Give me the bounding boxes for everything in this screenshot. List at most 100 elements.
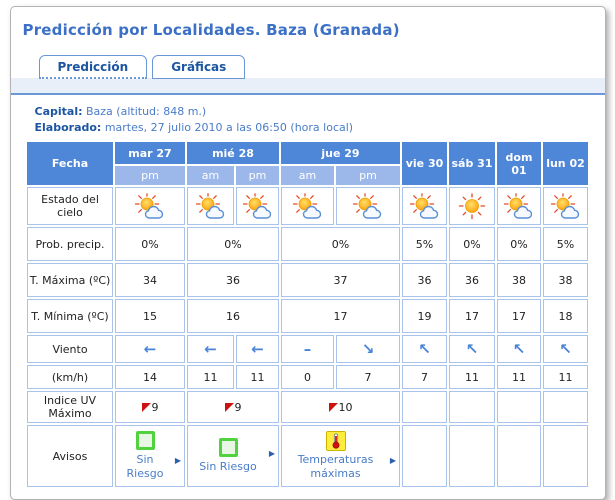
- chevron-right-icon[interactable]: ▶: [389, 455, 396, 465]
- sun-cloud-icon: [133, 192, 167, 219]
- day-header-mie28: mié 28: [187, 142, 279, 164]
- sun-cloud-icon: [549, 192, 583, 219]
- sun-icon: [455, 192, 489, 219]
- page-title: Predicción por Localidades. Baza (Granad…: [22, 21, 400, 39]
- row-label-avisos: Avisos: [27, 425, 113, 487]
- capital-value: Baza (altitud: 848 m.): [86, 105, 207, 118]
- forecast-table: Fecha mar 27 mié 28 jue 29 vie 30 sáb 31…: [25, 140, 590, 489]
- tmin-value: 17: [449, 299, 495, 333]
- tab-band: [10, 78, 605, 95]
- uv-value: 9: [234, 400, 242, 414]
- aviso-empty-cell: [402, 425, 447, 487]
- tmin-value: 17: [281, 299, 400, 333]
- capital-line: Capital: Baza (altitud: 848 m.): [35, 105, 581, 118]
- day-header-vie30: vie 30: [402, 142, 447, 185]
- precip-value: 0%: [115, 227, 185, 261]
- row-label-tmax: T. Máxima (ºC): [27, 263, 113, 297]
- uv-warning-icon: [224, 401, 235, 414]
- row-label-wind: Viento: [27, 335, 113, 363]
- windspeed-value: 14: [115, 365, 185, 389]
- uv-empty-cell: [497, 391, 541, 423]
- windspeed-value: 0: [281, 365, 334, 389]
- tmin-value: 16: [187, 299, 279, 333]
- row-label-tmin: T. Mínima (ºC): [27, 299, 113, 333]
- tmax-value: 36: [449, 263, 495, 297]
- tmax-value: 36: [187, 263, 279, 297]
- tmin-value: 19: [402, 299, 447, 333]
- aviso-link[interactable]: Sin Riesgo: [199, 460, 257, 474]
- row-label-sky: Estado del cielo: [27, 187, 113, 225]
- aviso-link[interactable]: Sin Riesgo: [126, 453, 164, 480]
- capital-label: Capital:: [34, 105, 83, 118]
- precip-value: 5%: [402, 227, 447, 261]
- aviso-sin-riesgo[interactable]: Sin Riesgo ▶: [189, 436, 277, 476]
- wind-direction-arrow: ←: [143, 340, 157, 358]
- tab-graficas[interactable]: Gráficas: [152, 55, 246, 79]
- tmin-value: 17: [497, 299, 541, 333]
- no-risk-icon: [218, 438, 238, 460]
- tab-bar: Predicción Gráficas: [38, 55, 605, 79]
- aviso-temperaturas-maximas[interactable]: Temperaturas máximas ▶: [283, 429, 398, 483]
- elaborado-label: Elaborado:: [34, 121, 102, 134]
- precip-value: 0%: [281, 227, 400, 261]
- sun-cloud-icon: [502, 192, 536, 219]
- day-header-lun02: lun 02: [543, 142, 588, 185]
- windspeed-value: 11: [543, 365, 588, 389]
- uv-empty-cell: [543, 391, 588, 423]
- windspeed-value: 11: [449, 365, 495, 389]
- wind-row: Viento ← ← ← – ↘ ↖ ↖ ↖ ↖: [27, 335, 588, 363]
- period-mie28-am: am: [187, 166, 234, 185]
- precip-value: 0%: [497, 227, 541, 261]
- tmax-value: 37: [281, 263, 400, 297]
- tmin-row: T. Mínima (ºC) 15 16 17 19 17 17 18: [27, 299, 588, 333]
- tmax-value: 34: [115, 263, 185, 297]
- precip-row: Prob. precip. 0% 0% 0% 5% 0% 0% 5%: [27, 227, 588, 261]
- fecha-header: Fecha: [27, 142, 113, 185]
- period-jue29-pm: pm: [336, 166, 400, 185]
- wind-direction-arrow: ↘: [361, 340, 375, 358]
- aviso-empty-cell: [543, 425, 588, 487]
- day-header-row: Fecha mar 27 mié 28 jue 29 vie 30 sáb 31…: [27, 142, 588, 185]
- wind-direction-arrow: ↖: [418, 340, 431, 358]
- tmin-value: 18: [543, 299, 588, 333]
- sun-cloud-icon: [241, 192, 275, 219]
- sky-row: Estado del cielo: [27, 187, 588, 225]
- windspeed-value: 7: [402, 365, 447, 389]
- max-temp-warning-icon: [325, 431, 346, 453]
- wind-direction-arrow: ←: [204, 340, 217, 358]
- day-header-jue29: jue 29: [281, 142, 400, 164]
- windspeed-value: 11: [187, 365, 234, 389]
- row-label-uv: Indice UV Máximo: [27, 391, 113, 423]
- tmax-value: 36: [402, 263, 447, 297]
- day-header-dom01: dom 01: [497, 142, 541, 185]
- period-mie28-pm: pm: [236, 166, 279, 185]
- precip-value: 0%: [187, 227, 279, 261]
- location-meta: Capital: Baza (altitud: 848 m.) Elaborad…: [35, 105, 581, 134]
- tmax-row: T. Máxima (ºC) 34 36 37 36 36 38 38: [27, 263, 588, 297]
- elaborado-value: martes, 27 julio 2010 a las 06:50 (hora …: [104, 121, 354, 134]
- aviso-empty-cell: [497, 425, 541, 487]
- period-header-row: pm am pm am pm: [27, 166, 588, 185]
- no-risk-icon: [135, 431, 155, 453]
- row-label-precip: Prob. precip.: [27, 227, 113, 261]
- wind-direction-arrow: ←: [251, 340, 264, 358]
- aviso-sin-riesgo[interactable]: Sin Riesgo ▶: [117, 429, 183, 483]
- precip-value: 5%: [543, 227, 588, 261]
- chevron-right-icon[interactable]: ▶: [268, 448, 275, 458]
- chevron-right-icon[interactable]: ▶: [174, 455, 181, 465]
- uv-row: Indice UV Máximo 9 9 10: [27, 391, 588, 423]
- windspeed-value: 11: [497, 365, 541, 389]
- tmax-value: 38: [497, 263, 541, 297]
- day-header-sab31: sáb 31: [449, 142, 495, 185]
- elaborado-line: Elaborado: martes, 27 julio 2010 a las 0…: [35, 121, 581, 134]
- uv-value: 9: [151, 400, 159, 414]
- aviso-link[interactable]: Temperaturas máximas: [297, 453, 374, 480]
- page-container: Predicción por Localidades. Baza (Granad…: [9, 6, 606, 500]
- sun-cloud-icon: [194, 192, 228, 219]
- tmax-value: 38: [543, 263, 588, 297]
- aviso-empty-cell: [449, 425, 495, 487]
- wind-calm-dash: –: [303, 340, 312, 358]
- uv-warning-icon: [328, 401, 339, 414]
- uv-value: 10: [338, 400, 353, 414]
- tab-prediccion[interactable]: Predicción: [38, 55, 148, 79]
